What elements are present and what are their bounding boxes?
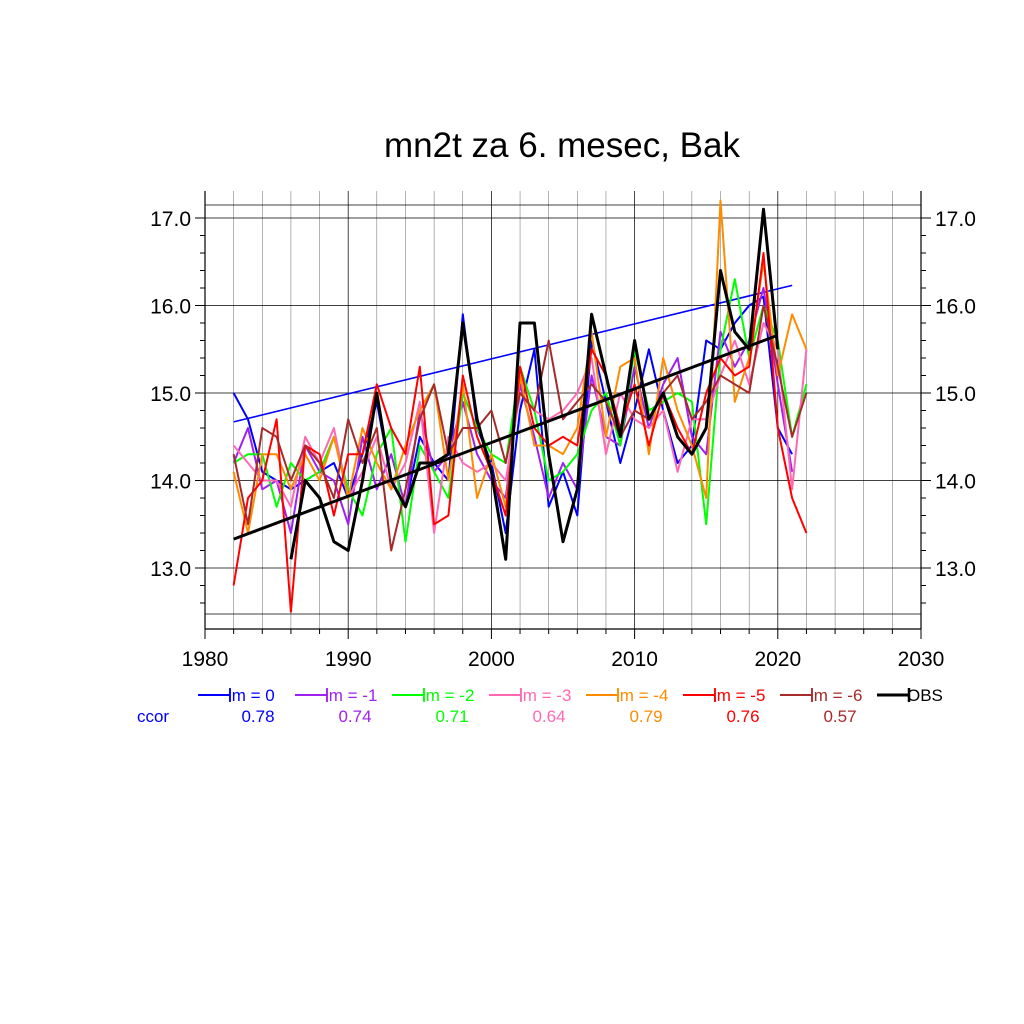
ccor-label: ccor — [137, 707, 169, 726]
ccor-value-3: 0.64 — [532, 707, 565, 726]
series-line-6 — [232, 304, 808, 552]
x-tick-label: 2000 — [468, 648, 515, 671]
y-tick-label-left: 17.0 — [150, 208, 191, 231]
tick-labels: 13.0 13.0 14.0 14.0 15.0 15.0 16.0 16.0 17.0 17.0… — [150, 208, 976, 671]
trend-line-7 — [233, 333, 779, 541]
y-tick-label-left: 16.0 — [150, 296, 191, 319]
y-tick-label-right: 15.0 — [935, 383, 976, 406]
x-tick-label: 1980 — [182, 648, 229, 671]
chart-title: mn2t za 6. mesec, Bak — [384, 126, 740, 165]
ccor-value-4: 0.79 — [629, 707, 662, 726]
ccor-value-5: 0.76 — [726, 707, 759, 726]
trend-line-0 — [233, 284, 793, 423]
y-tick-label-right: 13.0 — [935, 558, 976, 581]
legend: lm = 0 0.78 lm = -1 0.74 lm = -2 0.71 lm = -3 0… — [137, 686, 943, 726]
legend-label-0: lm = 0 — [228, 686, 275, 705]
x-tick-label: 2030 — [898, 648, 945, 671]
y-tick-label-right: 14.0 — [935, 471, 976, 494]
series-line-7 — [289, 207, 780, 561]
x-tick-label: 2020 — [754, 648, 801, 671]
y-tick-label-left: 13.0 — [150, 558, 191, 581]
axis-ticks — [195, 217, 931, 639]
y-tick-label-right: 17.0 — [935, 208, 976, 231]
legend-label-4: lm = -4 — [616, 686, 668, 705]
y-tick-label-left: 15.0 — [150, 383, 191, 406]
x-tick-label: 1990 — [325, 648, 372, 671]
y-tick-label-right: 16.0 — [935, 296, 976, 319]
x-tick-label: 2010 — [611, 648, 658, 671]
legend-label-6: lm = -6 — [810, 686, 862, 705]
legend-label-1: lm = -1 — [325, 686, 377, 705]
series-lines — [232, 199, 808, 613]
ccor-value-6: 0.57 — [823, 707, 856, 726]
ccor-value-0: 0.78 — [241, 707, 274, 726]
ccor-value-1: 0.74 — [338, 707, 371, 726]
series-line-0 — [232, 295, 793, 534]
legend-label-2: lm = -2 — [422, 686, 474, 705]
legend-label-5: lm = -5 — [713, 686, 765, 705]
legend-label-3: lm = -3 — [519, 686, 571, 705]
legend-label-7: OBS — [907, 686, 943, 705]
ccor-value-2: 0.71 — [435, 707, 468, 726]
y-tick-label-left: 14.0 — [150, 471, 191, 494]
